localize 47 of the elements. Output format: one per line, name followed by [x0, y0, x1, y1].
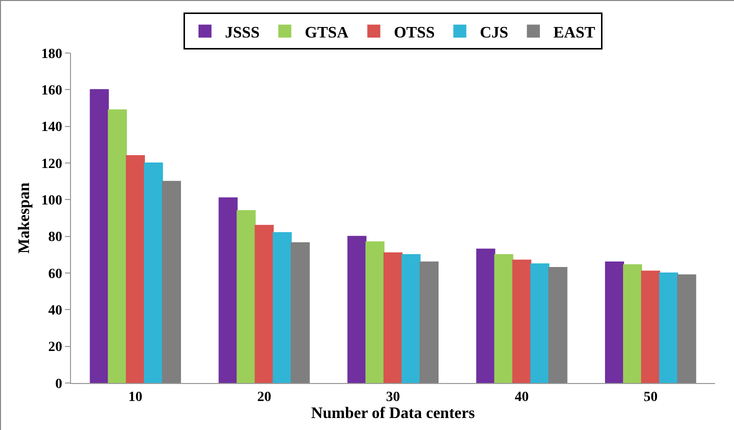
- bar: [677, 274, 696, 383]
- bar: [272, 232, 292, 383]
- legend-label: EAST: [553, 24, 596, 42]
- y-tick-label: 40: [48, 304, 62, 319]
- y-tick-label: 0: [55, 376, 62, 392]
- legend-label: CJS: [480, 24, 508, 42]
- bar: [494, 254, 514, 383]
- bar: [162, 180, 181, 383]
- x-tick-label: 30: [386, 390, 400, 405]
- legend-label: JSSS: [225, 24, 260, 42]
- x-tick-label: 50: [644, 390, 658, 405]
- bar: [476, 248, 496, 383]
- bar: [383, 252, 403, 383]
- y-tick-label: 60: [48, 266, 62, 282]
- x-tick-label: 40: [514, 390, 529, 405]
- y-tick-label: 180: [41, 46, 62, 62]
- bar: [218, 197, 238, 383]
- bar: [641, 270, 660, 383]
- bar: [659, 272, 678, 383]
- y-tick-label: 140: [41, 120, 62, 136]
- y-tick-label: 20: [48, 340, 62, 356]
- bar: [512, 260, 532, 383]
- legend-label: OTSS: [394, 24, 435, 42]
- bar: [347, 236, 366, 383]
- bar: [90, 89, 109, 383]
- y-tick-label: 100: [41, 194, 62, 209]
- x-axis-title: Number of Data centers: [311, 404, 475, 422]
- bar: [108, 109, 127, 383]
- bar: [290, 242, 310, 383]
- legend-label: GTSA: [304, 24, 349, 42]
- bar: [605, 262, 624, 383]
- y-tick-label: 160: [41, 84, 62, 99]
- y-axis-title: Makespan: [16, 182, 33, 254]
- bar: [126, 155, 145, 383]
- x-tick-label: 10: [128, 390, 142, 405]
- bar: [236, 210, 256, 383]
- bar: [402, 254, 421, 383]
- y-tick-label: 80: [48, 230, 62, 246]
- bar: [254, 224, 274, 383]
- bar: [623, 264, 642, 383]
- bar: [365, 241, 384, 383]
- x-tick-label: 20: [257, 390, 272, 405]
- bar: [144, 162, 163, 383]
- bar: [420, 262, 439, 383]
- bar: [530, 263, 550, 383]
- y-tick-label: 120: [41, 156, 62, 172]
- bar: [548, 267, 568, 383]
